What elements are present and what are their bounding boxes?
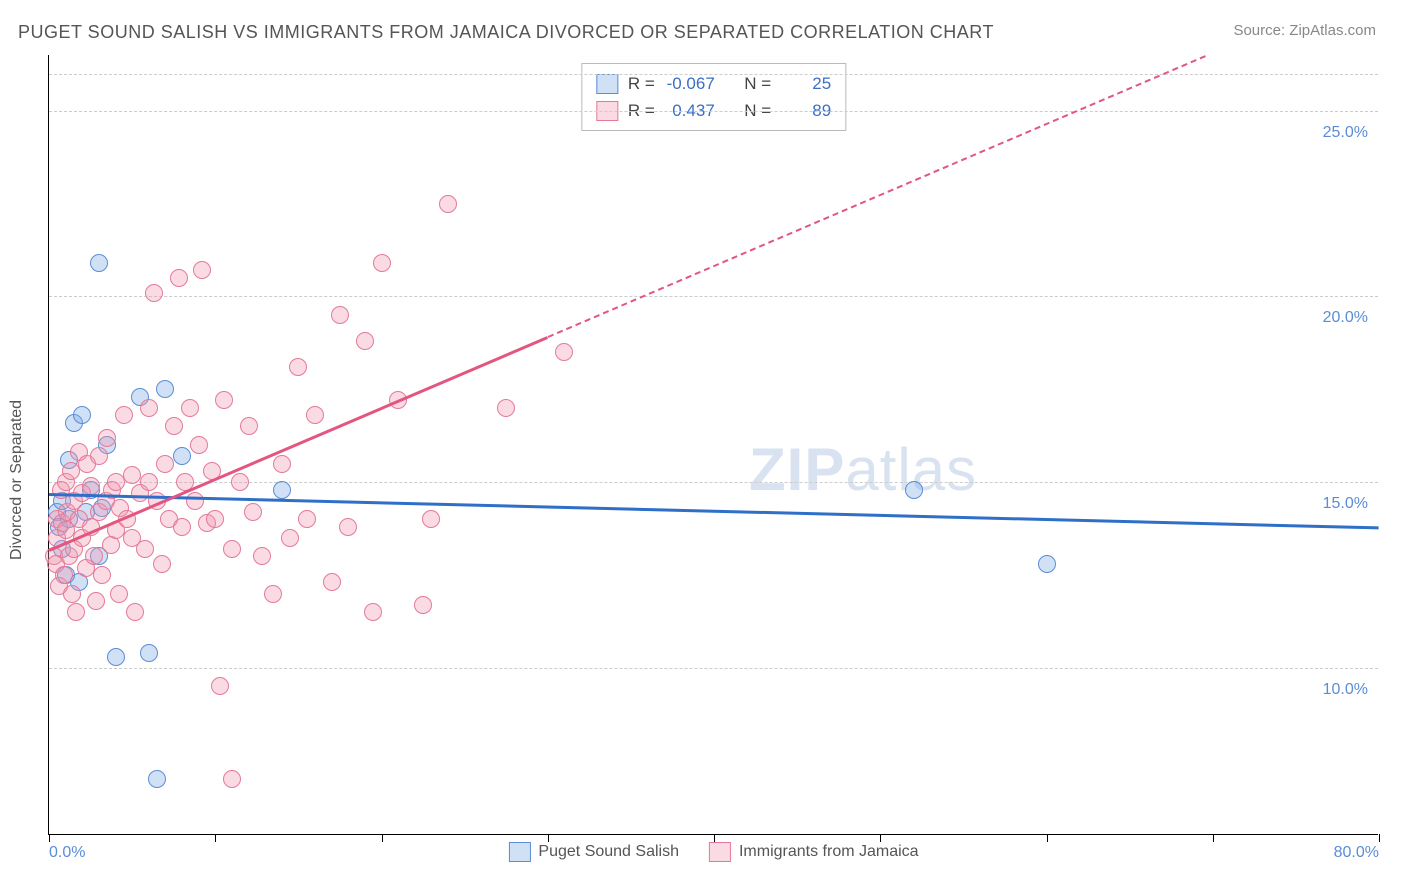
swatch-series-2-bottom [709,842,731,862]
data-point-series-2 [110,585,128,603]
data-point-series-2 [186,492,204,510]
data-point-series-2 [323,573,341,591]
x-tick-mark [215,834,216,842]
x-tick-label: 0.0% [49,844,85,862]
data-point-series-2 [298,510,316,528]
legend-item-series-1: Puget Sound Salish [508,842,679,862]
data-point-series-2 [156,455,174,473]
legend-item-series-2: Immigrants from Jamaica [709,842,919,862]
data-point-series-2 [153,555,171,573]
data-point-series-2 [497,399,515,417]
data-point-series-1 [73,406,91,424]
data-point-series-2 [244,503,262,521]
data-point-series-2 [555,343,573,361]
data-point-series-2 [439,195,457,213]
data-point-series-2 [140,473,158,491]
data-point-series-2 [140,399,158,417]
x-tick-mark [880,834,881,842]
data-point-series-2 [85,547,103,565]
y-tick-label: 20.0% [1323,309,1368,327]
swatch-series-1 [596,74,618,94]
data-point-series-2 [331,306,349,324]
data-point-series-2 [62,462,80,480]
data-point-series-2 [414,596,432,614]
data-point-series-2 [98,429,116,447]
data-point-series-2 [339,518,357,536]
y-axis-label: Divorced or Separated [8,400,26,560]
data-point-series-2 [82,477,100,495]
data-point-series-1 [90,254,108,272]
data-point-series-2 [231,473,249,491]
data-point-series-1 [1038,555,1056,573]
data-point-series-2 [223,540,241,558]
data-point-series-2 [67,603,85,621]
data-point-series-2 [123,466,141,484]
data-point-series-2 [136,540,154,558]
data-point-series-2 [190,436,208,454]
x-tick-mark [1213,834,1214,842]
swatch-series-1-bottom [508,842,530,862]
data-point-series-2 [87,592,105,610]
data-point-series-1 [156,380,174,398]
data-point-series-2 [181,399,199,417]
y-tick-label: 25.0% [1323,124,1368,142]
x-tick-mark [714,834,715,842]
x-tick-mark [548,834,549,842]
x-tick-label: 80.0% [1334,844,1379,862]
watermark-text: ZIPatlas [749,435,977,504]
gridline [49,74,1378,75]
data-point-series-2 [281,529,299,547]
data-point-series-1 [173,447,191,465]
data-point-series-2 [211,677,229,695]
x-tick-mark [49,834,50,842]
chart-title: PUGET SOUND SALISH VS IMMIGRANTS FROM JA… [18,22,994,43]
y-tick-label: 15.0% [1323,495,1368,513]
data-point-series-2 [173,518,191,536]
data-point-series-2 [126,603,144,621]
data-point-series-2 [90,447,108,465]
gridline [49,296,1378,297]
x-tick-mark [1047,834,1048,842]
data-point-series-2 [240,417,258,435]
legend-label-series-2: Immigrants from Jamaica [739,843,919,861]
data-point-series-2 [215,391,233,409]
gridline [49,668,1378,669]
data-point-series-2 [306,406,324,424]
data-point-series-2 [356,332,374,350]
data-point-series-2 [223,770,241,788]
source-attribution: Source: ZipAtlas.com [1233,22,1376,39]
chart-container: PUGET SOUND SALISH VS IMMIGRANTS FROM JA… [0,0,1406,892]
gridline [49,111,1378,112]
data-point-series-2 [422,510,440,528]
x-tick-mark [1379,834,1380,842]
data-point-series-2 [364,603,382,621]
data-point-series-2 [55,566,73,584]
data-point-series-2 [165,417,183,435]
legend-label-series-1: Puget Sound Salish [538,843,679,861]
data-point-series-1 [140,644,158,662]
y-tick-label: 10.0% [1323,681,1368,699]
data-point-series-2 [193,261,211,279]
data-point-series-2 [93,566,111,584]
plot-area: ZIPatlas R = -0.067 N = 25 R = 0.437 N =… [48,55,1378,835]
series-legend: Puget Sound Salish Immigrants from Jamai… [508,842,918,862]
data-point-series-2 [206,510,224,528]
data-point-series-2 [63,585,81,603]
data-point-series-2 [253,547,271,565]
data-point-series-1 [148,770,166,788]
data-point-series-1 [905,481,923,499]
data-point-series-2 [373,254,391,272]
data-point-series-2 [145,284,163,302]
data-point-series-2 [107,473,125,491]
data-point-series-2 [289,358,307,376]
data-point-series-2 [115,406,133,424]
data-point-series-1 [107,648,125,666]
data-point-series-2 [170,269,188,287]
data-point-series-2 [264,585,282,603]
x-tick-mark [382,834,383,842]
data-point-series-1 [273,481,291,499]
data-point-series-2 [273,455,291,473]
